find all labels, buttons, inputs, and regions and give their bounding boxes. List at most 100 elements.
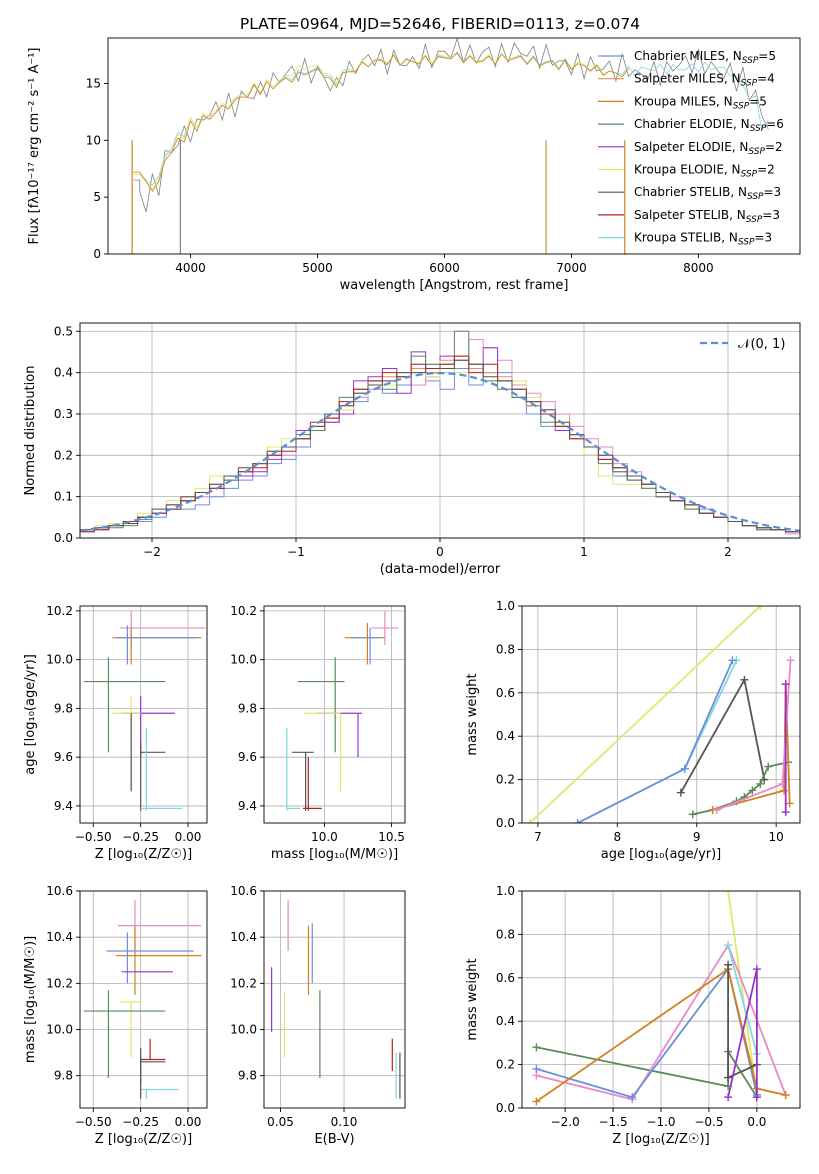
normal-legend-label: 𝒩(0, 1) — [738, 337, 785, 352]
errorbar-point — [112, 696, 141, 792]
legend-sub: SSP — [750, 124, 767, 134]
errorbar-point — [297, 657, 345, 753]
legend-text: Kroupa MILES, N — [634, 94, 733, 108]
y-tick-label: 10.2 — [46, 604, 73, 618]
y-tick-label: 10.4 — [230, 930, 257, 944]
weight-marker — [728, 656, 737, 665]
legend-entry: Salpeter MILES, NSSP=4 — [634, 72, 775, 89]
plot-area — [131, 38, 769, 254]
spectrum-series-line — [133, 52, 617, 190]
x-tick-label: −2 — [143, 545, 161, 559]
x-tick-label: 10.0 — [311, 830, 338, 844]
y-tick-label: 0.4 — [54, 366, 73, 380]
x-tick-label: 8 — [613, 830, 621, 844]
legend-text: Kroupa STELIB, N — [634, 231, 738, 245]
x-tick-label: 0 — [436, 545, 444, 559]
chart-age_vs_mass: 10.0 10.5 9.4 9.6 9.8 10.0 10.2 mass [log₁₀(M/M… — [230, 604, 406, 862]
axes-frame — [263, 605, 406, 824]
y-tick-label: 0.6 — [496, 686, 515, 700]
errorbar-point — [286, 727, 301, 811]
legend-sub: SSP — [748, 147, 765, 157]
legend-tail: =5 — [749, 94, 767, 108]
x-tick-label: 2 — [724, 545, 732, 559]
errorbar-point — [116, 625, 198, 665]
y-tick-label: 10.6 — [46, 884, 73, 898]
x-tick-label: −0.25 — [122, 830, 159, 844]
axes-frame — [79, 890, 208, 1109]
gridlines — [80, 890, 207, 1108]
y-tick-label: 15 — [86, 76, 101, 90]
x-tick-label: 8000 — [683, 261, 714, 275]
legend-sub: SSP — [741, 170, 758, 180]
plot-area — [532, 891, 790, 1106]
weight-marker — [756, 606, 765, 610]
errorbar-point — [292, 751, 314, 811]
legend-tail: =6 — [766, 117, 784, 131]
axis-ticks: 7 8 9 10 0.0 0.2 0.4 0.6 0.8 1.0 — [496, 599, 784, 844]
legend-sub: SSP — [738, 238, 755, 248]
axis-ticks: 4000 5000 6000 7000 8000 0 5 10 15 — [86, 76, 714, 275]
y-axis-label: Flux [fλ10⁻¹⁷ erg cm⁻² s⁻¹ A⁻¹] — [27, 48, 42, 245]
legend-entry: Chabrier STELIB, NSSP=3 — [634, 185, 781, 202]
legend-tail: =4 — [757, 72, 775, 86]
weight-marker — [532, 1064, 541, 1073]
errorbar-point — [344, 623, 385, 665]
errorbar-point — [140, 1047, 166, 1085]
weight-marker — [724, 1093, 733, 1102]
chart-spectrum: 4000 5000 6000 7000 8000 0 5 10 15 wavelength [An… — [27, 37, 801, 293]
y-tick-label: 10.0 — [230, 653, 257, 667]
weight-marker — [756, 779, 765, 788]
legend-text: Chabrier STELIB, N — [634, 185, 747, 199]
y-tick-label: 0.5 — [54, 324, 73, 338]
legend-sub: SSP — [742, 56, 759, 66]
legend-sub: SSP — [733, 101, 750, 111]
errorbar-point — [116, 925, 202, 995]
axis-ticks: −2 −1 0 1 2 0.0 0.1 0.2 0.3 0.4 0.5 — [54, 324, 732, 559]
y-tick-label: 0.4 — [496, 729, 515, 743]
y-tick-label: 0.6 — [496, 971, 515, 985]
x-tick-label: 7000 — [556, 261, 587, 275]
y-tick-label: 0.2 — [54, 448, 73, 462]
weight-series-line — [536, 1046, 758, 1098]
y-tick-label: 0.8 — [496, 642, 515, 656]
x-tick-label: 1 — [580, 545, 588, 559]
weight-marker — [724, 941, 733, 950]
weight-marker — [573, 819, 582, 823]
legend-entry: Kroupa ELODIE, NSSP=2 — [634, 163, 775, 180]
y-tick-label: 10.0 — [46, 1023, 73, 1037]
y-tick-label: 9.8 — [54, 701, 73, 715]
x-tick-label: 0.10 — [331, 1115, 358, 1129]
x-tick-label: −1.5 — [598, 1115, 627, 1129]
chart-residuals: 𝒩(0, 1) −2 −1 0 1 2 0.0 0.1 0.2 0.3 0.4 0.5 (data-mo… — [23, 322, 801, 577]
normal-legend: 𝒩(0, 1) — [700, 337, 785, 352]
spectrum-series-line — [133, 52, 629, 192]
legend-text: Chabrier MILES, N — [634, 49, 742, 63]
x-tick-label: 0.00 — [175, 830, 202, 844]
x-tick-label: 9 — [693, 830, 701, 844]
plot-area — [83, 610, 206, 811]
weight-marker — [781, 808, 790, 817]
weight-marker — [525, 819, 534, 823]
plot-area — [286, 610, 399, 811]
chart-mass_weight_vs_Z: −2.0 −1.5 −1.0 −0.5 0.0 0.0 0.2 0.4 0.6 0.8 1.0 Z [… — [465, 884, 801, 1147]
legend-entry: Kroupa MILES, NSSP=5 — [634, 94, 767, 111]
y-tick-label: 9.4 — [238, 799, 257, 813]
axis-ticks: −2.0 −1.5 −1.0 −0.5 0.0 0.0 0.2 0.4 0.6 0.8 1.0 — [496, 884, 767, 1129]
spectrum-series-line — [133, 38, 769, 213]
y-axis-label: mass weight — [465, 673, 480, 755]
weight-marker — [712, 805, 721, 814]
weight-series-line — [727, 945, 758, 1055]
x-tick-label: 7 — [534, 830, 542, 844]
plot-area — [80, 330, 800, 535]
x-tick-label: 5000 — [302, 261, 333, 275]
x-tick-label: 0.05 — [267, 1115, 294, 1129]
y-axis-label: mass [log₁₀(M/M☉)] — [23, 936, 38, 1063]
axis-ticks: 0.05 0.10 9.8 10.0 10.2 10.4 10.6 — [230, 884, 357, 1129]
x-tick-label: 10.5 — [378, 830, 405, 844]
y-tick-label: 9.4 — [54, 799, 73, 813]
x-tick-label: 6000 — [429, 261, 460, 275]
weight-series-line — [727, 891, 758, 1096]
legend-entry: Chabrier ELODIE, NSSP=6 — [634, 117, 784, 134]
errorbar-point — [371, 610, 399, 646]
